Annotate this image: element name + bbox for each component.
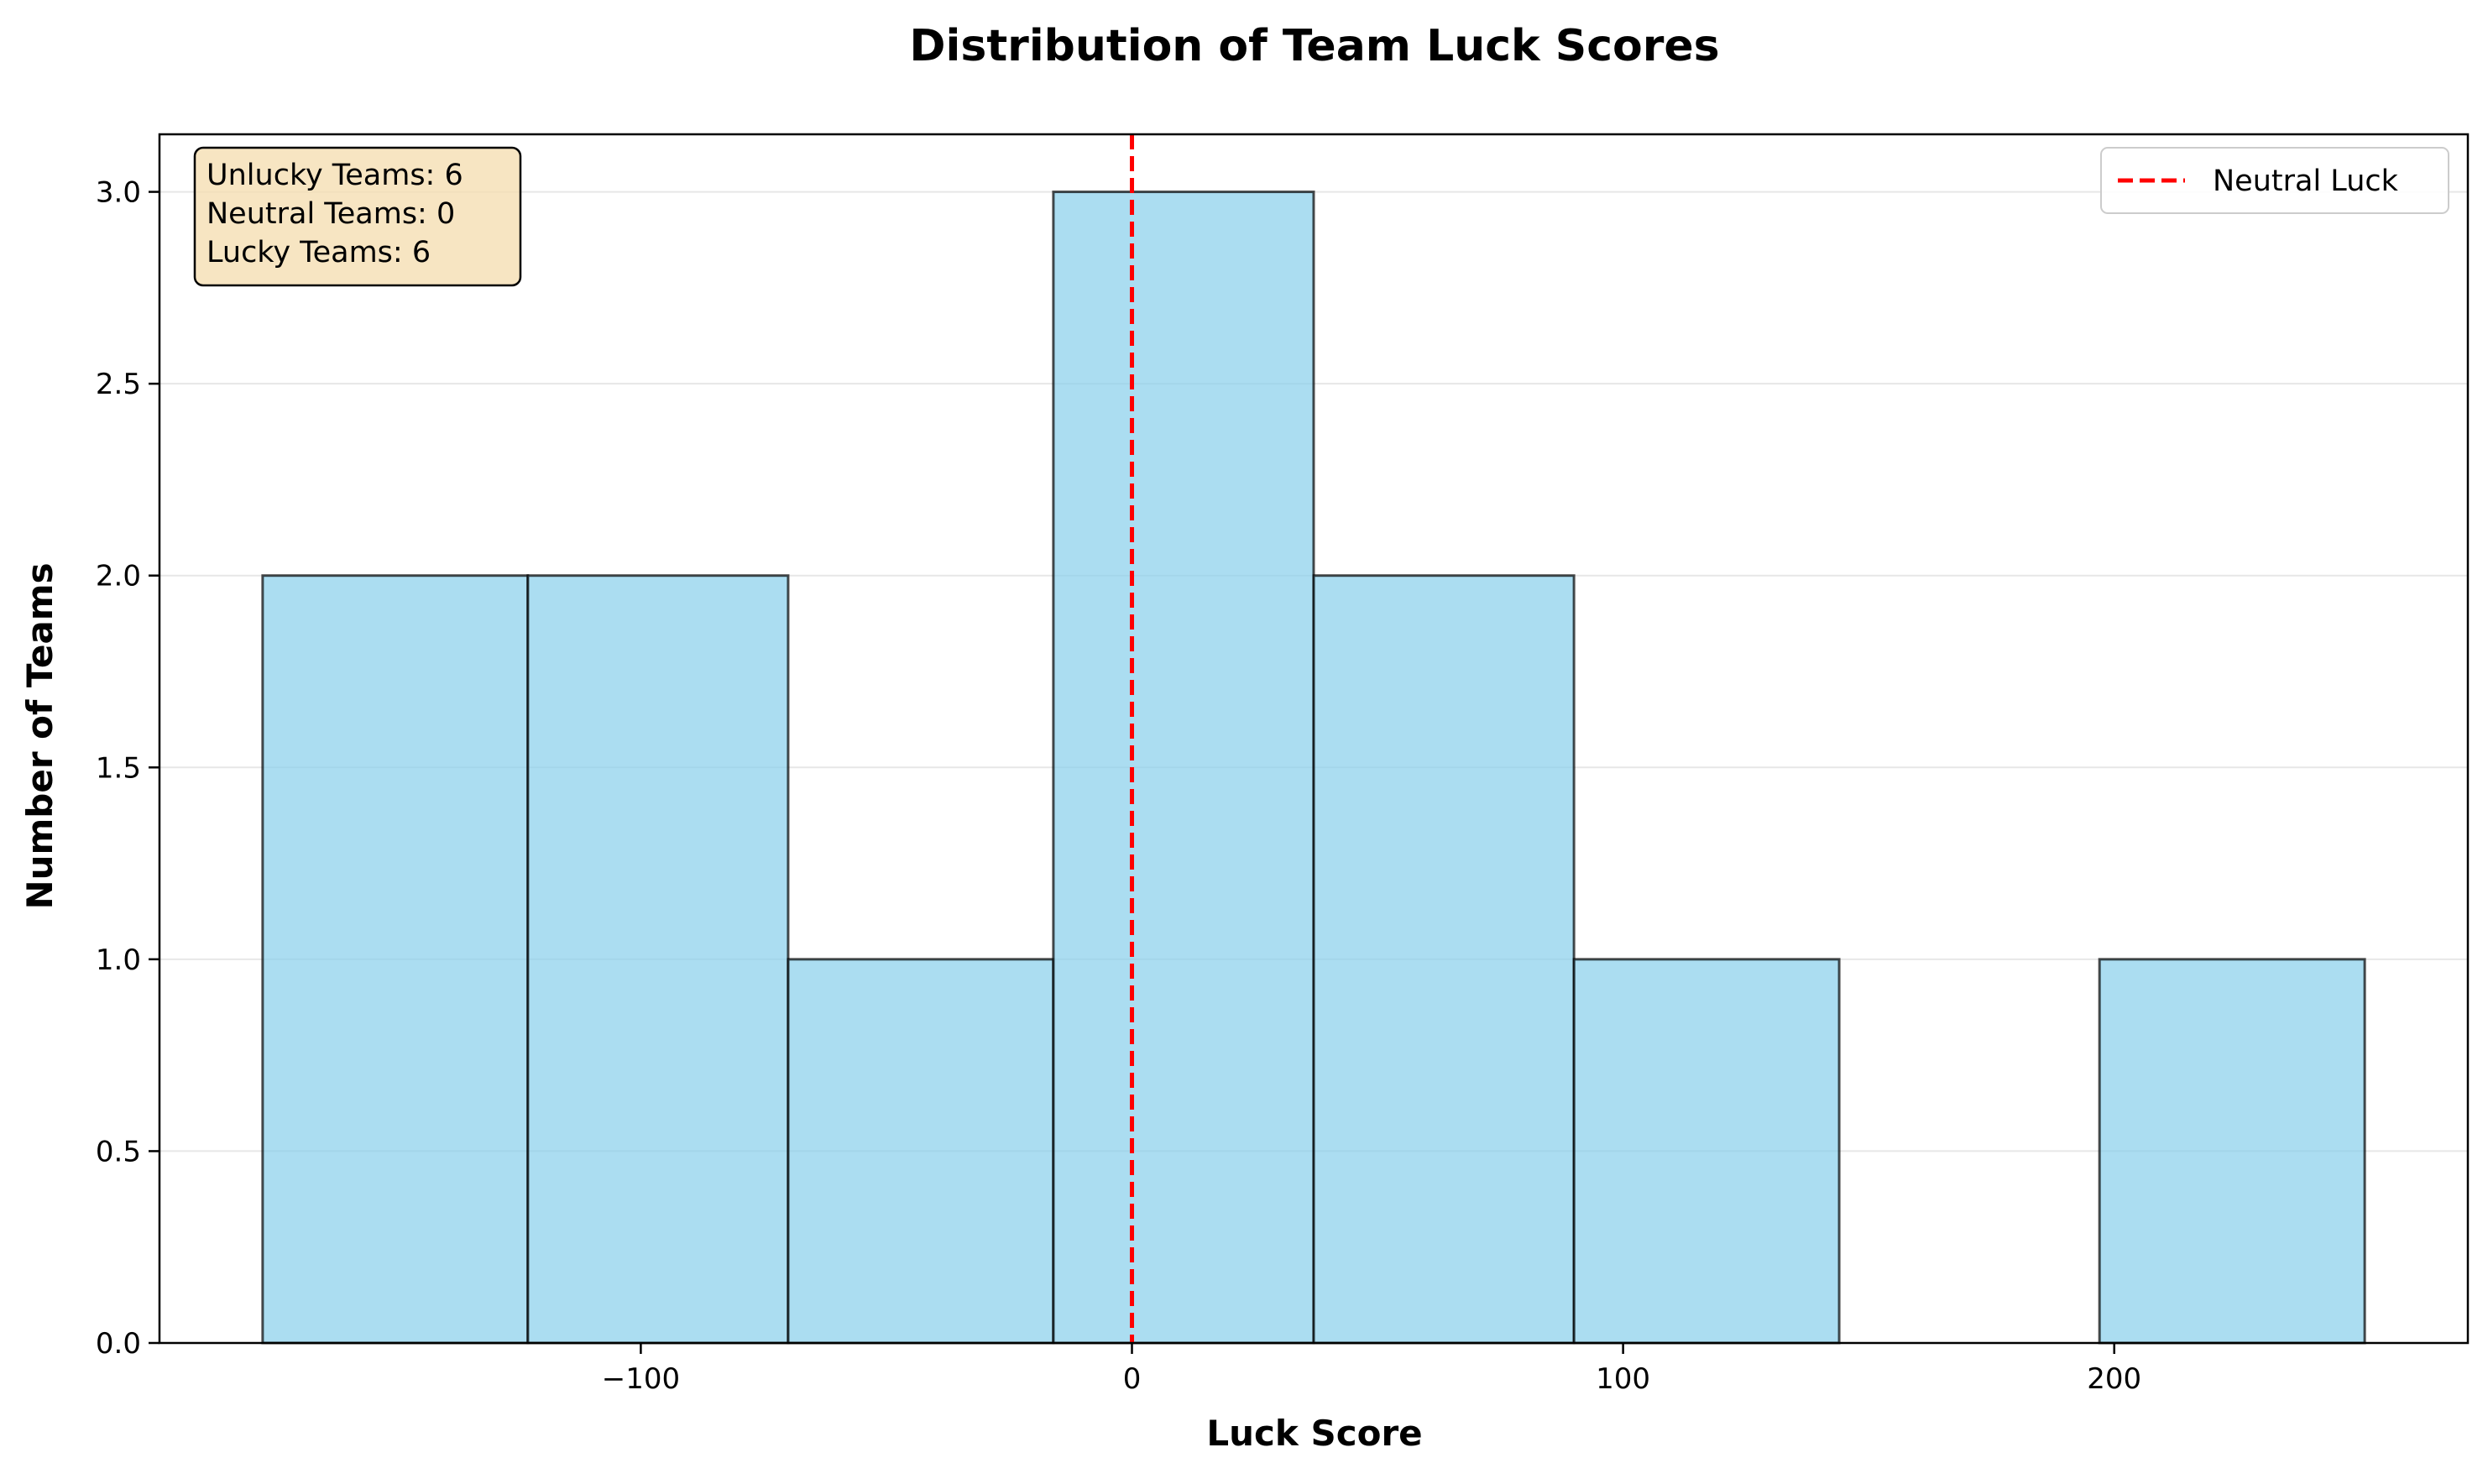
legend-label-neutral-luck: Neutral Luck	[2213, 165, 2399, 198]
y-tick-label-1: 0.5	[96, 1135, 141, 1168]
team-counts-box: Unlucky Teams: 6 Neutral Teams: 0 Lucky …	[193, 146, 522, 287]
histogram-bars	[261, 191, 2366, 1345]
y-tick-label-4: 2.0	[96, 560, 141, 593]
chart-legend: Neutral Luck	[2100, 147, 2449, 214]
plot-frame	[158, 133, 2470, 1345]
x-axis-label: Luck Score	[1206, 1413, 1422, 1454]
histogram-bar-1	[526, 574, 790, 1345]
y-tick-label-0: 0.0	[96, 1327, 141, 1361]
legend-frame	[2100, 147, 2449, 214]
neutral-teams-text: Neutral Teams: 0	[206, 197, 455, 231]
x-tick-label-0: −100	[602, 1362, 680, 1396]
histogram-bar-4	[1312, 574, 1576, 1345]
x-tick-label-3: 200	[2087, 1362, 2141, 1396]
lucky-teams-text: Lucky Teams: 6	[206, 236, 431, 269]
histogram-bar-5	[1572, 958, 1841, 1345]
histogram-bar-0	[261, 574, 530, 1345]
y-axis-ticks: 0.0 0.5 1.0 1.5 2.0 2.5 3.0	[96, 176, 159, 1361]
histogram-bar-7	[2098, 958, 2366, 1345]
y-tick-label-6: 3.0	[96, 176, 141, 210]
x-tick-label-2: 100	[1596, 1362, 1650, 1396]
y-tick-label-3: 1.5	[96, 751, 141, 785]
chart-title: Distribution of Team Luck Scores	[909, 21, 1719, 71]
x-axis-ticks: −100 0 100 200	[602, 1343, 2141, 1396]
y-axis-label: Number of Teams	[19, 562, 60, 909]
y-tick-label-5: 2.5	[96, 368, 141, 401]
x-tick-label-1: 0	[1123, 1362, 1142, 1396]
unlucky-teams-text: Unlucky Teams: 6	[206, 159, 463, 192]
histogram-bar-3	[1052, 191, 1315, 1345]
y-tick-label-2: 1.0	[96, 943, 141, 977]
team-counts-box-background	[193, 146, 522, 287]
histogram-bar-2	[787, 958, 1055, 1345]
